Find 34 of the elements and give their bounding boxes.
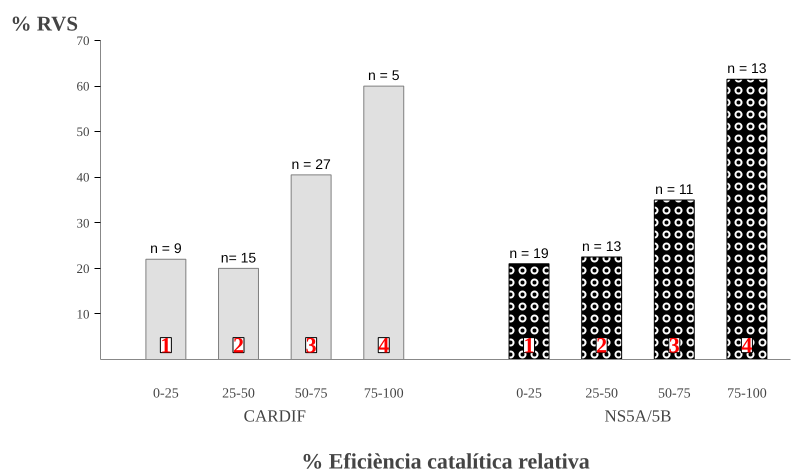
y-tick-label: 20 (76, 260, 90, 276)
annotation: 3 (306, 332, 317, 358)
x-tick-label: 0-25 (153, 386, 179, 402)
y-axis-title: % RVS (10, 12, 78, 36)
text: CARDIF (244, 406, 306, 426)
annotation: 2 (596, 332, 608, 358)
annotation: n = 27 (291, 156, 331, 172)
annotation: 1 (524, 332, 535, 358)
x-tick-label: 0-25 (516, 386, 542, 402)
annotation: n= 15 (220, 249, 256, 266)
annotation: n = 9 (150, 240, 182, 256)
annotation: 1 (160, 332, 172, 358)
y-tick-label: 30 (76, 215, 90, 230)
text: NS5A/5B (604, 406, 672, 426)
x-axis-title: % Eficiència catalítica relativa (301, 448, 590, 474)
annotation: 4 (378, 332, 390, 358)
annotation: 2 (233, 332, 244, 358)
x-tick-label: 50-75 (294, 386, 328, 402)
y-tick-label: 70 (76, 33, 90, 48)
y-tick-label: 60 (76, 78, 90, 94)
y-tick-label: 50 (76, 124, 90, 140)
x-tick-label: 25-50 (222, 386, 255, 402)
y-tick-label: 10 (76, 306, 90, 322)
x-tick-label: 25-50 (585, 386, 618, 402)
annotation: n = 13 (582, 238, 622, 254)
x-tick-label: 75-100 (364, 386, 404, 402)
annotation: n = 13 (727, 60, 767, 76)
annotation: 3 (668, 332, 680, 358)
x-tick-label: 50-75 (658, 386, 691, 402)
annotation: n = 19 (509, 244, 549, 261)
y-tick-label: 40 (76, 170, 90, 185)
x-tick-label: 75-100 (727, 386, 767, 402)
annotation: n = 11 (655, 181, 694, 197)
annotation: n = 5 (368, 67, 400, 84)
